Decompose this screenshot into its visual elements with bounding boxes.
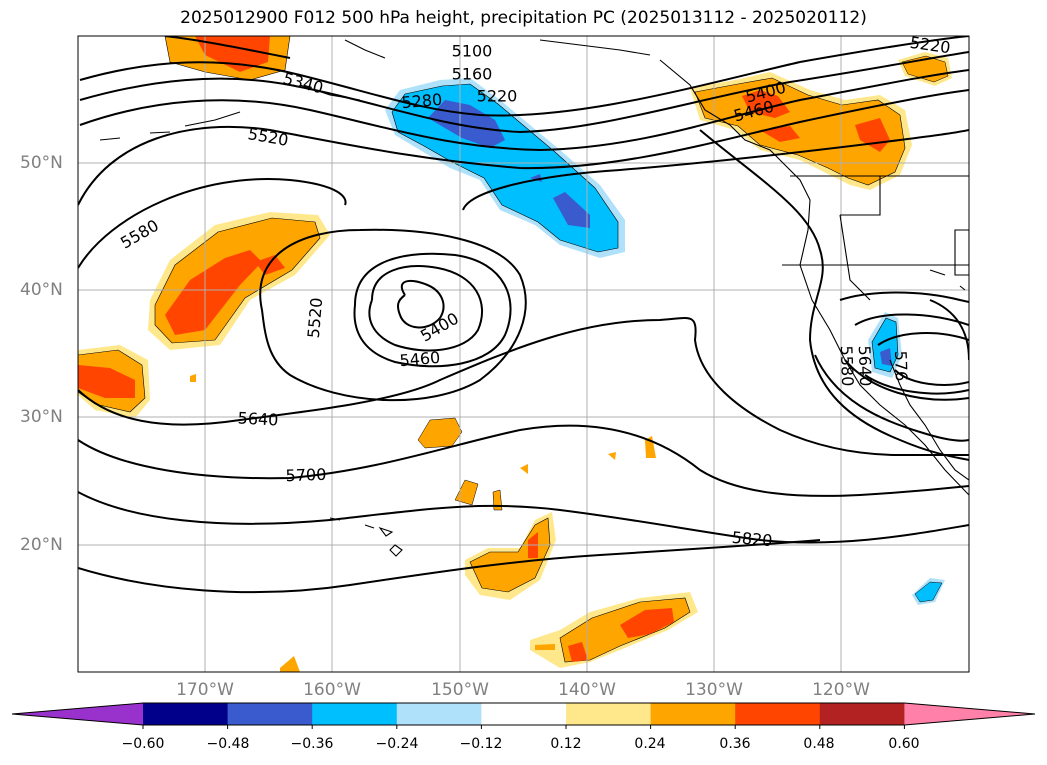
precip-negative-areas: [385, 78, 945, 605]
contour-label: 5160: [452, 65, 493, 84]
contour-label: 576: [891, 350, 911, 381]
colorbar-tick-label: −0.48: [206, 736, 250, 752]
lat-label: 30°N: [20, 407, 63, 427]
lat-label: 20°N: [20, 535, 63, 555]
colorbar-segment: [735, 703, 821, 725]
contour-label: 5100: [452, 42, 493, 61]
lon-label: 130°W: [685, 680, 743, 700]
colorbar-segment: [481, 703, 567, 725]
colorbar-tick-label: 0.36: [719, 736, 751, 752]
contour-label: 5520: [304, 297, 326, 339]
colorbar-segment: [312, 703, 398, 725]
colorbar-extend-high: [904, 703, 1035, 725]
colorbar-tick-label: −0.24: [375, 736, 419, 752]
map-frame: [77, 35, 970, 673]
lat-label: 40°N: [20, 280, 63, 300]
precip-positive-areas: [78, 36, 952, 672]
lon-label: 120°W: [812, 680, 870, 700]
colorbar-segment: [650, 703, 736, 725]
contour-label: 5640: [855, 345, 875, 386]
contour-label: 5580: [837, 345, 857, 386]
lon-label: 170°W: [176, 680, 234, 700]
colorbar-tick-label: −0.60: [121, 736, 165, 752]
contour-label: 5280: [401, 90, 443, 112]
colorbar-segment: [566, 703, 652, 725]
contour-label: 5700: [285, 465, 326, 485]
colorbar-tick-label: 0.60: [888, 736, 920, 752]
colorbar-tick-label: 0.12: [550, 736, 582, 752]
colorbar-extend-low: [12, 703, 143, 725]
coastlines: [99, 39, 969, 557]
figure-title: 2025012900 F012 500 hPa height, precipit…: [180, 8, 867, 28]
lat-label: 50°N: [20, 153, 63, 173]
colorbar-tick-label: 0.48: [803, 736, 835, 752]
colorbar-segment: [143, 703, 229, 725]
contour-label: 5220: [477, 87, 518, 106]
colorbar: [11, 702, 1036, 729]
contour-label: 5640: [237, 408, 279, 429]
lon-label: 160°W: [303, 680, 361, 700]
colorbar-tick-label: −0.36: [290, 736, 334, 752]
colorbar-segment: [819, 703, 905, 725]
lon-label: 150°W: [431, 680, 489, 700]
lon-label: 140°W: [558, 680, 616, 700]
colorbar-segment: [396, 703, 482, 725]
contour-label: 5820: [731, 528, 773, 550]
colorbar-tick-label: −0.12: [459, 736, 503, 752]
colorbar-segment: [227, 703, 313, 725]
colorbar-tick-label: 0.24: [634, 736, 666, 752]
contour-label: 5460: [399, 348, 441, 370]
height-contours: [78, 36, 969, 594]
